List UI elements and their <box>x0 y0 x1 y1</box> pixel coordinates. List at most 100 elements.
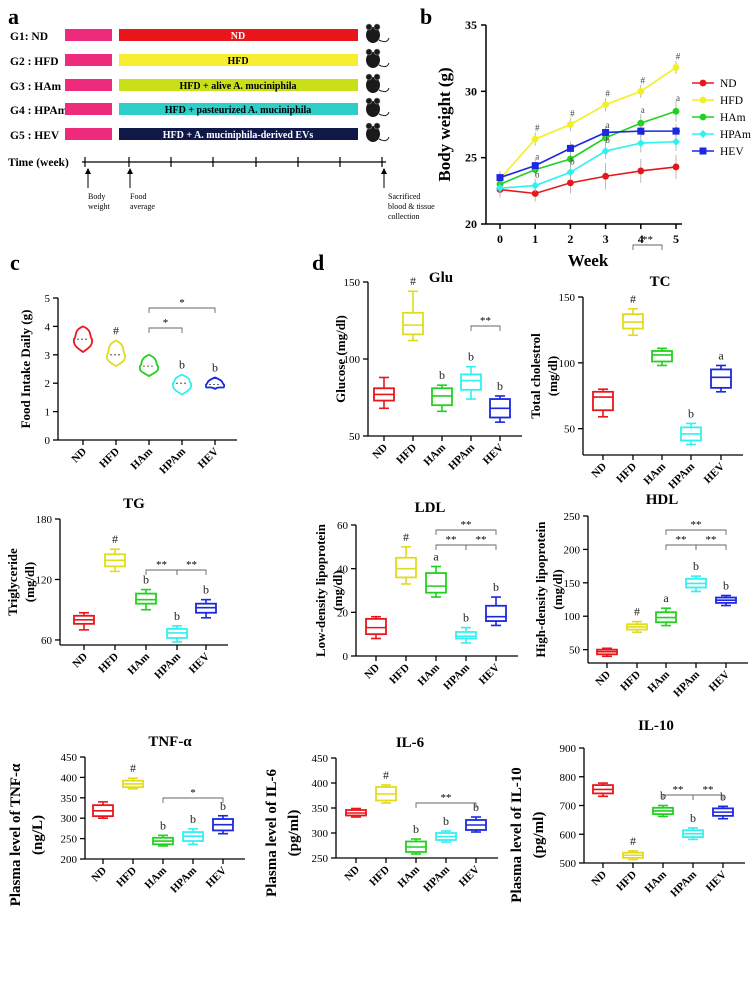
significance-bracket <box>148 327 183 333</box>
panel-letter-a: a <box>8 4 19 29</box>
significance-stars: * <box>190 787 196 799</box>
box-hpam: b <box>455 611 477 644</box>
legend-label: ND <box>720 78 737 90</box>
y-tick-label: 200 <box>61 854 78 866</box>
data-point <box>496 184 504 193</box>
significance-label: b <box>443 814 449 828</box>
mouse-tail <box>378 37 390 43</box>
y-tick-label: 60 <box>337 520 349 532</box>
significance-bracket <box>148 307 216 313</box>
x-tick-label: HFD <box>114 865 139 890</box>
data-label: # <box>641 75 646 85</box>
x-tick-label: 3 <box>603 232 609 246</box>
significance-stars: ** <box>691 519 702 531</box>
series-hpam: bbbbb <box>496 126 681 195</box>
box-hev: b <box>204 361 226 390</box>
data-point <box>567 155 574 163</box>
box-hfd: # <box>622 834 644 861</box>
group-label: G1: ND <box>10 31 48 43</box>
y-tick-label: 250 <box>564 511 581 523</box>
treatment-label: HFD + pasteurized A. muciniphila <box>165 105 312 116</box>
y-tick-label: 180 <box>36 514 53 526</box>
significance-bracket <box>465 544 497 550</box>
mouse-ear <box>365 48 373 56</box>
significance-stars: ** <box>703 784 714 796</box>
significance-label: b <box>190 812 196 826</box>
y-tick-label: 50 <box>564 424 576 436</box>
box-body <box>710 368 732 389</box>
x-tick-label: HFD <box>614 461 639 486</box>
significance-label: # <box>630 834 636 848</box>
significance-stars: ** <box>156 559 167 571</box>
x-tick-label: HFD <box>387 662 412 687</box>
box-hev: a <box>710 348 732 393</box>
significance-bracket <box>176 569 207 575</box>
y-axis-title: Food Intake Daily (g) <box>18 310 33 429</box>
box-hpam: b <box>171 358 193 396</box>
treatment-bar <box>119 103 358 115</box>
legend-marker <box>699 79 707 87</box>
timeline-annotation: Sacrificed <box>388 192 420 201</box>
mouse-tail <box>378 136 390 142</box>
arrow-head <box>85 168 91 174</box>
significance-label: b <box>203 583 209 597</box>
timeline-annotation: collection <box>388 212 420 221</box>
significance-stars: ** <box>461 519 472 531</box>
box-ham: a <box>655 591 677 627</box>
box-nd <box>345 807 367 818</box>
x-tick-label: ND <box>342 864 362 884</box>
x-tick-label: HEV <box>481 442 506 467</box>
y-axis-title: Plasma level of TNF-α <box>8 763 24 906</box>
x-tick-label: ND <box>593 669 613 689</box>
y-axis-title: Triglyceride <box>5 548 20 616</box>
significance-stars: ** <box>673 784 684 796</box>
y-tick-label: 100 <box>564 611 581 623</box>
y-axis-title: Plasma level of IL-10 <box>509 767 525 902</box>
legend-marker <box>699 96 707 104</box>
legend-label: HAm <box>720 112 746 124</box>
series-line <box>499 66 677 180</box>
y-axis-title: Body weight (g) <box>435 67 454 181</box>
chart-title: LDL <box>415 500 446 516</box>
y-tick-label: 20 <box>465 217 477 231</box>
data-label: a <box>676 93 680 103</box>
chart-title: TNF-α <box>148 734 192 750</box>
timeline-annotation: Food <box>130 192 146 201</box>
box-hfd: # <box>375 768 397 804</box>
x-tick-label: HAm <box>395 864 422 891</box>
mouse-icon <box>365 23 390 43</box>
violin-shape <box>204 376 226 390</box>
data-point <box>672 64 680 71</box>
y-tick-label: 500 <box>560 858 577 870</box>
y-tick-label: 350 <box>312 803 329 815</box>
x-tick-label: 4 <box>638 232 644 246</box>
box-body <box>135 592 157 605</box>
box-hev: b <box>715 579 737 607</box>
x-axis-title: Week <box>568 251 609 270</box>
significance-stars: * <box>163 317 169 329</box>
x-tick-label: ND <box>89 865 109 885</box>
x-tick-label: HEV <box>704 869 729 894</box>
x-tick-label: HPAm <box>441 662 472 693</box>
glucose-chart: 50 100 150 Glu Glucose (mg/dl) ND HFD # HAm b HPAm… <box>333 270 522 472</box>
box-body <box>365 617 387 636</box>
y-tick-label: 60 <box>41 635 53 647</box>
box-nd <box>73 611 95 631</box>
mouse-icon <box>365 73 390 93</box>
significance-label: a <box>433 549 439 563</box>
box-nd <box>92 801 114 820</box>
significance-label: # <box>630 292 636 306</box>
box-nd <box>365 615 387 640</box>
x-tick-label: ND <box>589 461 609 481</box>
mouse-icon <box>365 97 390 117</box>
il6-chart: 250 300 350 400 450 IL-6 Plasma level of IL-6 (… <box>264 735 498 897</box>
data-point <box>566 144 574 152</box>
x-tick-label: 5 <box>673 232 679 246</box>
significance-label: a <box>718 348 724 362</box>
x-tick-label: HEV <box>187 651 212 676</box>
significance-bracket <box>162 797 224 803</box>
y-axis-title: (mg/dl) <box>545 356 560 396</box>
y-tick-label: 200 <box>564 544 581 556</box>
y-tick-label: 700 <box>560 801 577 813</box>
box-hpam: b <box>685 559 707 593</box>
